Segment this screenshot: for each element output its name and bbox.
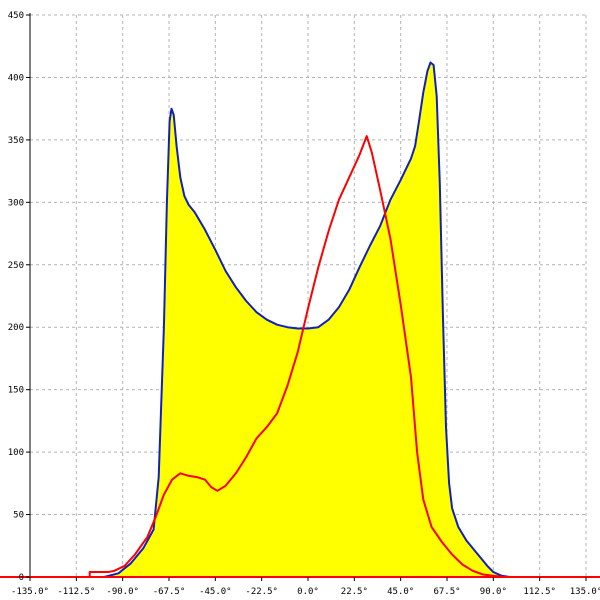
x-tick-label: -45.0° [199, 587, 232, 597]
series-1-line [30, 135, 586, 578]
y-tick-label: 50 [13, 511, 24, 521]
x-tick-label: 0.0° [297, 587, 319, 597]
y-tick-label: 300 [8, 198, 24, 208]
x-tick-label: 135.0° [570, 587, 600, 597]
x-tick-label: -135.0° [11, 587, 49, 597]
series-0-line [30, 61, 586, 578]
x-tick-labels: -135.0° -112.5° -90.0° -67.5° -45.0° -22.5° 0.… [11, 587, 600, 597]
plot-area [30, 61, 586, 578]
y-tick-label: 350 [8, 136, 24, 146]
x-tick-label: -90.0° [106, 587, 139, 597]
x-tick-label: 67.5° [433, 587, 460, 597]
axes [0, 13, 600, 581]
x-tick-label: 45.0° [387, 587, 414, 597]
y-tick-label: 0 [19, 573, 24, 583]
y-tick-label: 450 [8, 11, 24, 21]
y-tick-labels: 0 50 100 150 200 250 300 350 400 450 [8, 11, 24, 583]
y-tick-label: 200 [8, 323, 24, 333]
y-tick-label: 400 [8, 73, 24, 83]
x-tick-label: -22.5° [245, 587, 278, 597]
x-tick-label: 90.0° [480, 587, 507, 597]
y-tick-label: 100 [8, 448, 24, 458]
x-tick-label: -67.5° [153, 587, 186, 597]
y-tick-label: 150 [8, 386, 24, 396]
y-tick-label: 250 [8, 261, 24, 271]
x-tick-label: 22.5° [341, 587, 368, 597]
x-tick-label: 112.5° [523, 587, 556, 597]
x-tick-label: -112.5° [57, 587, 95, 597]
